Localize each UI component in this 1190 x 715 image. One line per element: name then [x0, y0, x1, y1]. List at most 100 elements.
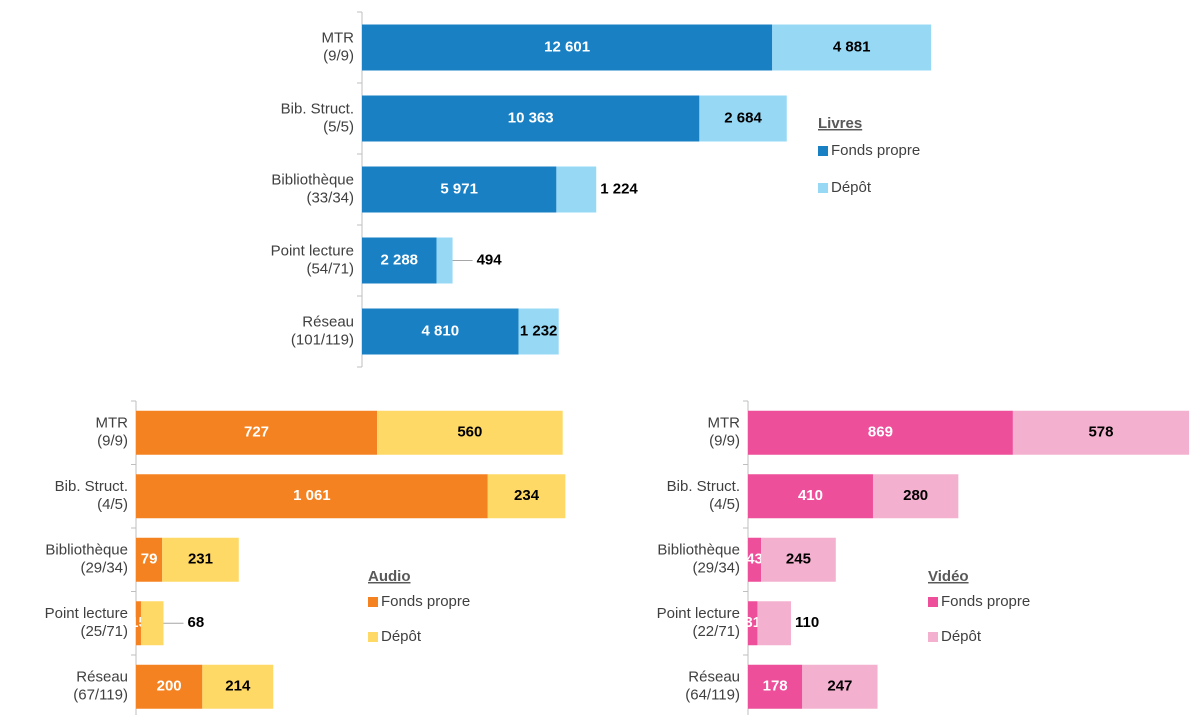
category-note: (4/5)	[97, 496, 128, 513]
category-label: Point lecture	[45, 605, 128, 622]
bar-segment	[772, 24, 932, 71]
value-label: 247	[827, 678, 852, 695]
legend-title: Vidéo	[928, 568, 969, 585]
category-note: (101/119)	[291, 331, 354, 348]
value-label: 68	[188, 614, 205, 631]
category-note: (9/9)	[709, 433, 740, 450]
legend-swatch	[818, 183, 828, 193]
category-label: Réseau	[76, 669, 128, 686]
bar-segment	[136, 601, 141, 646]
value-label: 494	[477, 251, 503, 268]
category-note: (29/34)	[80, 560, 128, 577]
bar-segment	[748, 474, 873, 519]
category-note: (67/119)	[73, 687, 128, 704]
bar-segment	[362, 237, 437, 284]
value-label: 10 363	[508, 109, 554, 126]
value-label: 1 061	[293, 487, 331, 504]
category-note: (25/71)	[80, 623, 128, 640]
bar-segment	[1012, 410, 1190, 455]
legend-label: Fonds propre	[831, 142, 920, 159]
category-label: Point lecture	[271, 242, 354, 259]
value-label: 200	[157, 678, 182, 695]
category-note: (64/119)	[685, 687, 740, 704]
category-note: (29/34)	[692, 560, 740, 577]
category-note: (22/71)	[692, 623, 740, 640]
value-label: 727	[244, 424, 269, 441]
bar-segment	[136, 474, 488, 519]
value-label: 560	[457, 424, 482, 441]
value-label: 1 224	[600, 180, 638, 197]
legend-swatch	[368, 632, 378, 642]
category-note: (9/9)	[97, 433, 128, 450]
value-label: 4 881	[833, 38, 871, 55]
value-label: 410	[798, 487, 823, 504]
value-label: 43	[746, 551, 763, 568]
value-label: 31	[744, 614, 761, 631]
value-label: 245	[786, 551, 811, 568]
legend-label: Dépôt	[941, 628, 982, 645]
legend-swatch	[928, 632, 938, 642]
bar-segment	[136, 410, 378, 455]
bar-segment	[362, 95, 700, 142]
bar-segment	[362, 24, 773, 71]
legend-label: Dépôt	[831, 179, 872, 196]
category-label: Bibliothèque	[657, 542, 740, 559]
bar-segment	[140, 601, 164, 646]
value-label: 12 601	[544, 38, 590, 55]
legend-swatch	[368, 597, 378, 607]
bar-segment	[136, 664, 203, 709]
legend-swatch	[818, 146, 828, 156]
legend-label: Fonds propre	[381, 593, 470, 610]
legend-label: Fonds propre	[941, 593, 1030, 610]
bar-segment	[162, 537, 239, 582]
category-label: MTR	[708, 415, 741, 432]
value-label: 5 971	[440, 180, 478, 197]
bar-segment	[748, 664, 803, 709]
bar-segment	[802, 664, 878, 709]
bar-segment	[377, 410, 563, 455]
value-label: 578	[1088, 424, 1113, 441]
legend-title: Livres	[818, 115, 862, 132]
bar-segment	[748, 601, 758, 646]
category-label: Bib. Struct.	[281, 100, 354, 117]
value-label: 178	[763, 678, 788, 695]
value-label: 280	[903, 487, 928, 504]
legend-label: Dépôt	[381, 628, 422, 645]
bar-segment	[556, 166, 597, 213]
legend-title: Audio	[368, 568, 411, 585]
category-label: Bib. Struct.	[55, 478, 128, 495]
category-label: Point lecture	[657, 605, 740, 622]
category-label: Bibliothèque	[45, 542, 128, 559]
bar-segment	[362, 166, 557, 213]
value-label: 234	[514, 487, 540, 504]
value-label: 2 684	[724, 109, 762, 126]
category-note: (9/9)	[323, 47, 354, 64]
value-label: 110	[795, 614, 819, 631]
bar-segment	[872, 474, 959, 519]
bar-segment	[518, 308, 559, 355]
bar-segment	[761, 537, 836, 582]
category-label: Réseau	[688, 669, 740, 686]
value-label: 79	[141, 551, 158, 568]
value-label: 869	[868, 424, 893, 441]
bar-segment	[136, 537, 163, 582]
bar-segment	[487, 474, 566, 519]
category-note: (33/34)	[306, 189, 354, 206]
category-label: Bibliothèque	[271, 171, 354, 188]
value-label: 4 810	[422, 322, 460, 339]
bar-segment	[757, 601, 791, 646]
value-label: 1 232	[520, 322, 558, 339]
value-label: 2 288	[380, 251, 418, 268]
category-note: (4/5)	[709, 496, 740, 513]
category-label: Bib. Struct.	[667, 478, 740, 495]
category-note: (5/5)	[323, 118, 354, 135]
value-label: 214	[225, 678, 251, 695]
legend-swatch	[928, 597, 938, 607]
bar-segment	[699, 95, 787, 142]
category-note: (54/71)	[306, 260, 354, 277]
category-label: Réseau	[302, 313, 354, 330]
bar-segment	[436, 237, 453, 284]
bar-segment	[748, 410, 1013, 455]
bar-segment	[748, 537, 762, 582]
